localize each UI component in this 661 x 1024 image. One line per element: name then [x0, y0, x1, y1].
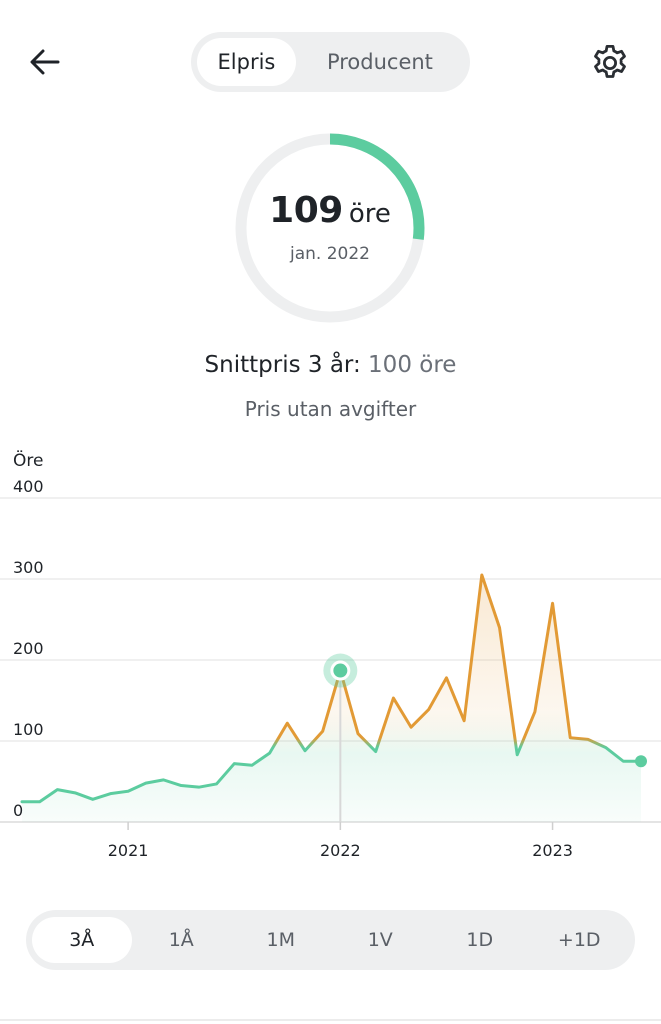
price-area [22, 574, 641, 822]
average-price: Snittpris 3 år: 100 öre [0, 352, 661, 378]
settings-button[interactable] [584, 38, 636, 88]
y-tick-label: 200 [13, 639, 44, 658]
x-tick-label: 2022 [320, 841, 361, 860]
y-tick-label: 100 [13, 720, 44, 739]
range-1w[interactable]: 1V [367, 929, 393, 951]
x-tick-label: 2021 [108, 841, 149, 860]
current-price-unit: öre [348, 199, 391, 229]
average-price-label: Snittpris 3 år: [204, 352, 361, 378]
gauge-progress-arc [235, 133, 425, 323]
x-tick-label: 2023 [532, 841, 573, 860]
current-price-value: 109 [269, 190, 343, 231]
price-line [20, 573, 643, 804]
y-axis-label: Öre [13, 449, 43, 471]
gear-icon [594, 44, 626, 78]
latest-point [635, 755, 647, 768]
y-tick-label: 300 [13, 558, 44, 577]
mode-segmented-control: Elpris Producent [191, 32, 470, 92]
tab-producent[interactable]: Producent [326, 50, 433, 74]
price-chart[interactable]: Öre 0 100 200 300 400 2021 2022 2023 [0, 440, 661, 870]
range-plus-1d[interactable]: +1D [557, 929, 601, 951]
range-1d[interactable]: 1D [466, 929, 494, 951]
y-tick-label: 0 [13, 801, 23, 820]
back-button[interactable] [20, 40, 70, 84]
average-price-value: 100 öre [368, 352, 457, 378]
price-note: Pris utan avgifter [244, 397, 417, 421]
selected-point [330, 660, 351, 681]
range-1y[interactable]: 1Å [168, 929, 194, 951]
current-price: 109 öre [232, 190, 428, 231]
tab-elpris[interactable]: Elpris [197, 38, 296, 86]
arrow-left-icon [30, 49, 60, 75]
price-gauge [235, 133, 425, 323]
current-price-date: jan. 2022 [290, 244, 370, 264]
y-tick-label: 400 [13, 477, 44, 496]
range-1m[interactable]: 1M [266, 929, 295, 951]
bottom-divider [0, 1019, 661, 1021]
range-3y[interactable]: 3Å [32, 917, 132, 963]
range-selector: 3Å 1Å 1M 1V 1D +1D [26, 910, 635, 970]
